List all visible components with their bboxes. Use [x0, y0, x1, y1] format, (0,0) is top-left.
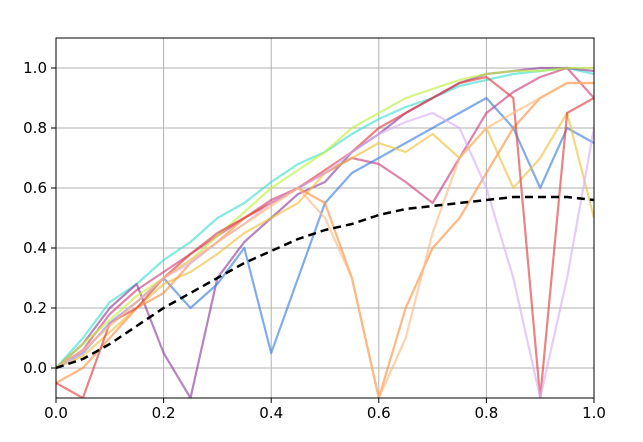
trajectory-line — [56, 96, 594, 369]
y-tick-label: 0.2 — [23, 299, 47, 317]
trajectory-line — [56, 111, 594, 398]
y-tick-label: 1.0 — [23, 59, 47, 77]
x-tick-label: 0.6 — [367, 404, 391, 422]
trajectory-line — [56, 81, 594, 398]
x-tick-label: 0.8 — [474, 404, 498, 422]
trajectory-line — [56, 75, 594, 398]
lines — [56, 66, 594, 398]
mean-line — [56, 195, 594, 370]
y-tick-label: 0.4 — [23, 239, 47, 257]
trajectory-line — [56, 66, 594, 369]
trajectory-line — [56, 81, 594, 398]
plot-frame — [55, 37, 595, 399]
y-tick-label: 0.0 — [23, 359, 47, 377]
trajectory-line — [56, 66, 594, 398]
y-tick-label: 0.8 — [23, 119, 47, 137]
x-tick-label: 0.2 — [152, 404, 176, 422]
ticks: 0.0 0.2 0.4 0.6 0.8 1.0 0.0 0.2 0.4 0.6 0.8 1.0 — [23, 59, 606, 422]
x-tick-label: 0.4 — [259, 404, 283, 422]
x-tick-label: 1.0 — [582, 404, 606, 422]
x-tick-label: 0.0 — [44, 404, 68, 422]
y-tick-label: 0.6 — [23, 179, 47, 197]
